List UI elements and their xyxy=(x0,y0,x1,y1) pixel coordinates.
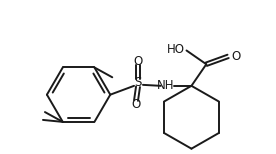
Text: NH: NH xyxy=(157,79,174,92)
Text: HO: HO xyxy=(166,43,185,56)
Text: O: O xyxy=(131,98,141,111)
Text: S: S xyxy=(134,76,142,89)
Text: O: O xyxy=(231,50,240,63)
Text: O: O xyxy=(133,55,143,68)
